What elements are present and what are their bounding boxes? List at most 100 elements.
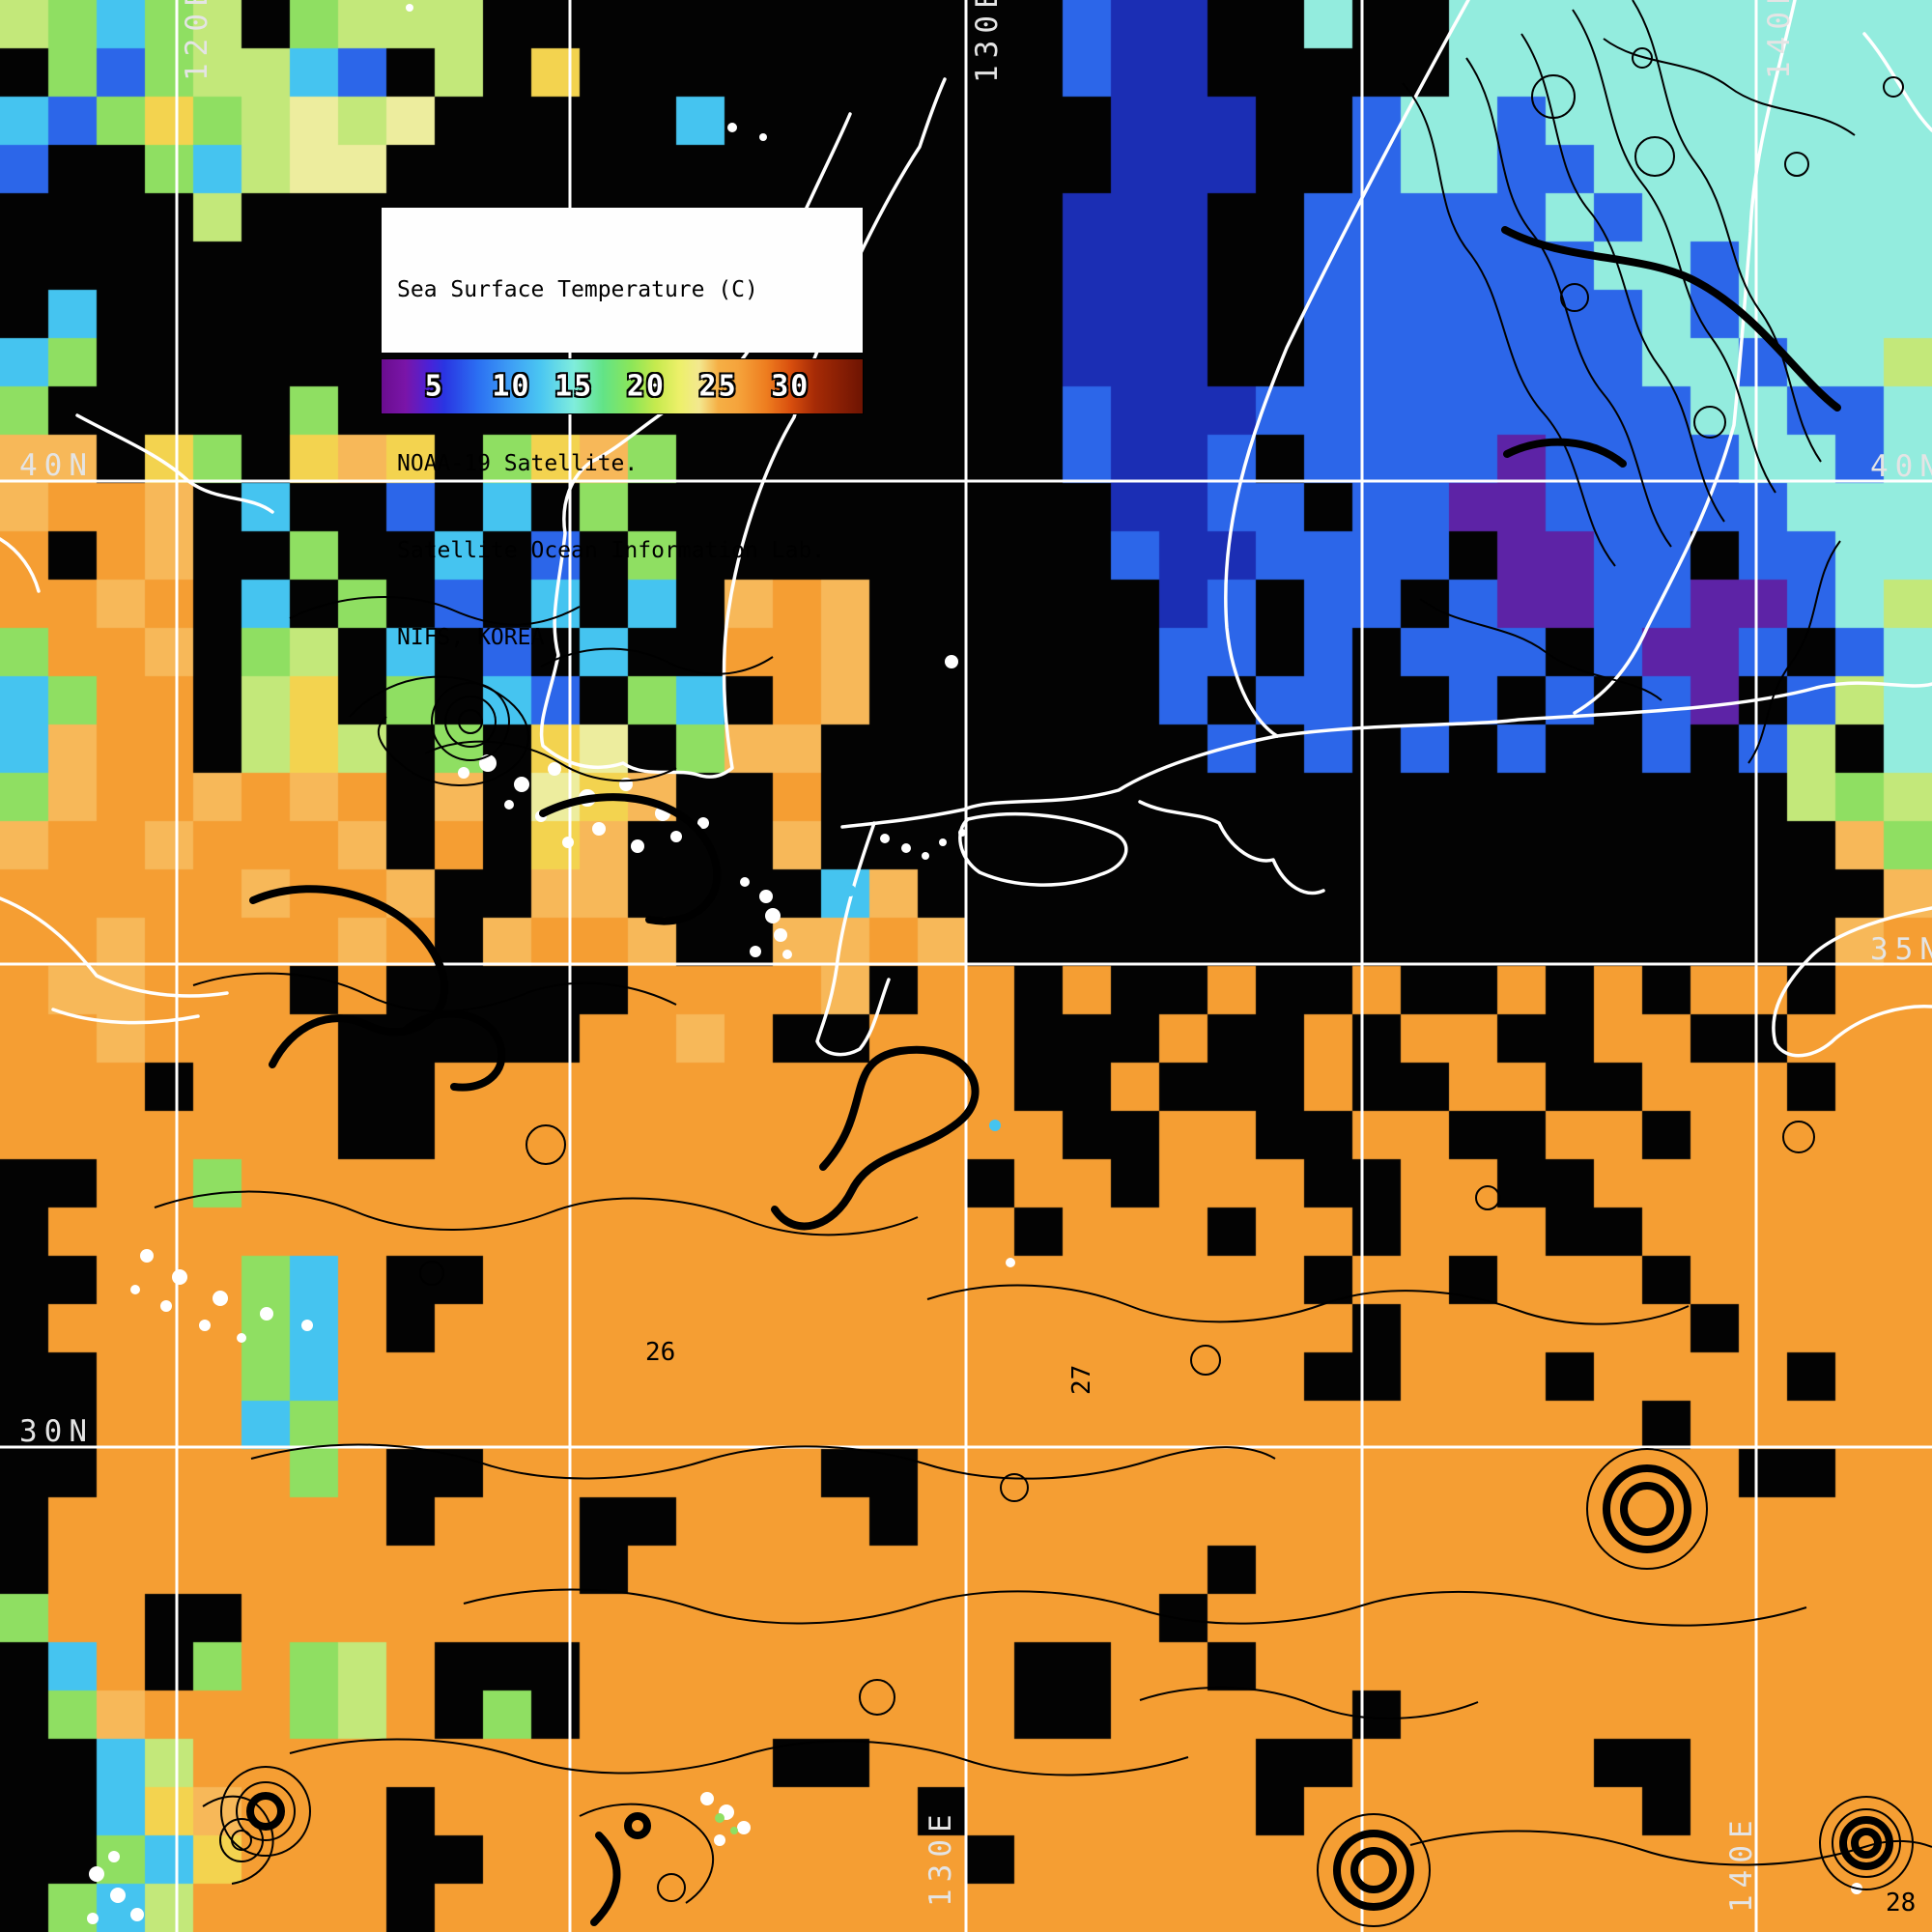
island: [759, 890, 773, 903]
island: [697, 817, 709, 829]
contour-value-label: 26: [645, 1338, 675, 1367]
sst-contour-bold-ring: [246, 1792, 285, 1831]
island: [737, 1821, 751, 1834]
coastline: [75, 413, 274, 514]
sst-contour-thin: [1409, 1830, 1932, 1866]
geo-label: 140E: [1724, 1813, 1759, 1913]
island: [130, 1908, 144, 1921]
island: [260, 1307, 273, 1321]
coastline: [0, 896, 229, 998]
island: [592, 822, 606, 836]
sst-contour-thin: [154, 1190, 919, 1236]
island: [458, 767, 469, 779]
island: [504, 800, 514, 810]
geo-label: 40N: [1870, 449, 1932, 484]
island: [87, 1913, 99, 1924]
island: [700, 1792, 714, 1805]
sst-contour-thin: [926, 1284, 1690, 1325]
sst-speck: [844, 885, 856, 896]
sst-contour-thin: [250, 1443, 1276, 1480]
sst-contour-ring: [1832, 1808, 1901, 1878]
sst-contour-ring: [1586, 1448, 1708, 1570]
coastline: [958, 812, 1128, 887]
colorbar-tick-10: 10: [492, 369, 531, 404]
island: [958, 829, 966, 837]
sst-contour-ring: [444, 696, 497, 748]
island: [939, 838, 947, 846]
island: [213, 1291, 228, 1306]
contour-value-labels: 26 27 28: [645, 1338, 1916, 1918]
island: [765, 908, 781, 923]
sst-contour-bold-ring: [1333, 1830, 1414, 1911]
geo-label: 130E: [970, 0, 1005, 83]
contour-value-label: 27: [1067, 1365, 1096, 1395]
coastline: [1224, 0, 1470, 738]
sst-contour-bold: [539, 793, 722, 925]
island: [922, 852, 929, 860]
title-panel: Sea Surface Temperature (C) 4:38 Jul. 12…: [382, 208, 863, 650]
panel-line-lab: Satellite Ocean Information Lab.: [397, 538, 826, 563]
island: [514, 777, 529, 792]
coastline: [51, 1008, 200, 1025]
sst-contour-bold: [771, 1045, 980, 1231]
sst-contour-bold-ring: [1839, 1816, 1893, 1870]
sst-contour-thin: [349, 675, 530, 786]
sst-contour-bold-ring: [1350, 1847, 1397, 1893]
sst-contour-ring: [859, 1679, 895, 1716]
sst-contour-bold: [400, 1009, 506, 1092]
island: [714, 1834, 725, 1846]
island: [782, 950, 792, 959]
island: [172, 1269, 187, 1285]
sst-contour-thin: [1465, 57, 1672, 548]
sst-contour-ring: [1317, 1813, 1431, 1927]
island: [110, 1888, 126, 1903]
geo-label: 120E: [180, 0, 214, 81]
sst-speck: [715, 1813, 724, 1823]
sst-contour-ring: [1475, 1185, 1500, 1210]
data-specks: [715, 885, 1001, 1834]
sst-contour-ring: [1782, 1121, 1815, 1153]
island: [301, 1320, 313, 1331]
sst-contour-ring: [657, 1873, 686, 1902]
island: [199, 1320, 211, 1331]
island: [237, 1333, 246, 1343]
sst-contour-ring: [1000, 1473, 1029, 1502]
island: [670, 831, 682, 842]
sst-contour-thin: [463, 1588, 1807, 1627]
sst-speck: [989, 1120, 1001, 1131]
sst-contour-bold-ring: [1851, 1828, 1882, 1859]
panel-line-org: NIFS, KOREA: [397, 625, 545, 650]
colorbar-tick-20: 20: [626, 369, 666, 404]
colorbar-tick-25: 25: [698, 369, 738, 404]
sst-contour-ring: [458, 709, 483, 734]
island: [759, 133, 767, 141]
geo-label: 30N: [19, 1414, 94, 1449]
sst-contour-thin: [289, 1738, 1189, 1776]
coastline: [0, 537, 41, 593]
sst-contour-thin: [192, 972, 677, 1012]
sst-contour-ring: [1634, 136, 1675, 177]
coastline: [1862, 32, 1932, 132]
coastline: [1138, 800, 1325, 895]
panel-line-title: Sea Surface Temperature (C): [397, 277, 758, 302]
colorbar-tick-30: 30: [771, 369, 810, 404]
sst-contour-ring: [1784, 152, 1809, 177]
sst-contour-bold: [590, 1832, 621, 1926]
coastline: [815, 821, 891, 1057]
island: [548, 762, 561, 776]
sst-contour-thin: [1139, 1686, 1479, 1719]
island: [160, 1300, 172, 1312]
sst-contour-bold-ring: [624, 1812, 651, 1839]
sst-contour-thin: [1520, 33, 1725, 523]
sst-contour-bold: [1503, 438, 1627, 468]
sst-contour-bold-ring: [1620, 1482, 1674, 1536]
coastline: [1275, 681, 1932, 738]
sst-contour-thin: [540, 647, 774, 675]
colorbar-tick-5: 5: [424, 369, 444, 404]
sst-contour-ring: [220, 1766, 311, 1857]
geo-label: 35N: [1870, 932, 1932, 967]
sst-contour-thin: [1747, 540, 1841, 764]
sst-contour-thin: [289, 596, 581, 626]
coastline: [1573, 0, 1797, 715]
